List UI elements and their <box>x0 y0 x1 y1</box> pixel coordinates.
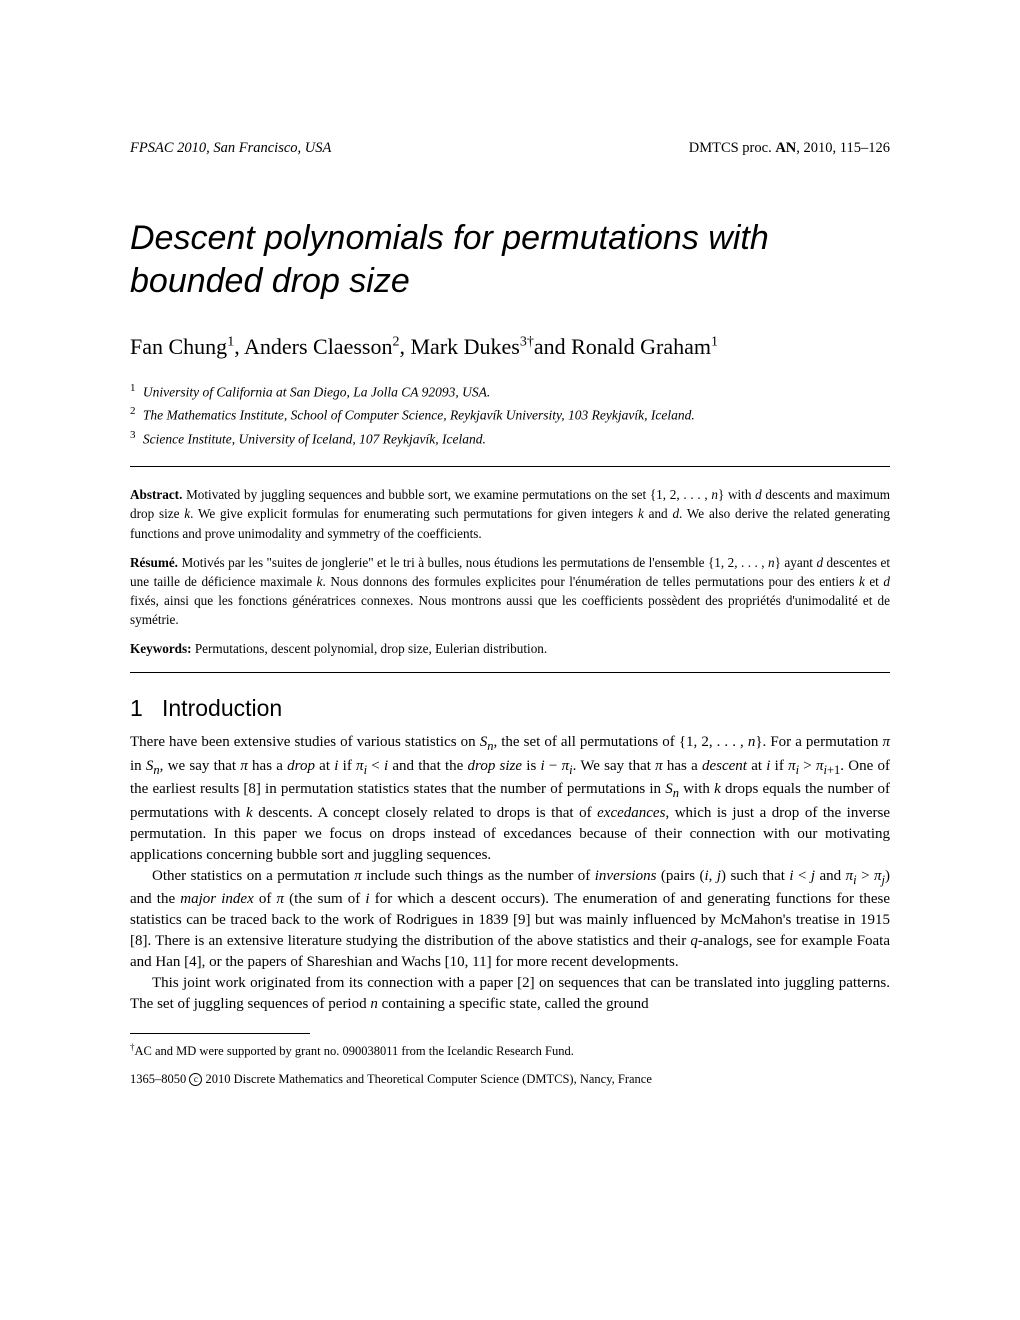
copyright-icon: c <box>189 1073 202 1086</box>
copyright-line: 1365–8050 c 2010 Discrete Mathematics an… <box>130 1072 890 1087</box>
keywords: Keywords: Permutations, descent polynomi… <box>130 639 890 658</box>
affiliation-2: 2 The Mathematics Institute, School of C… <box>130 403 890 426</box>
abstract-block: Abstract. Motivated by juggling sequence… <box>130 485 890 658</box>
para-2: Other statistics on a permutation π incl… <box>130 866 890 974</box>
footnote-rule <box>130 1033 310 1034</box>
header-venue: FPSAC 2010, San Francisco, USA <box>130 140 331 157</box>
header-proc: DMTCS proc. AN, 2010, 115–126 <box>689 140 890 157</box>
affiliation-1: 1 University of California at San Diego,… <box>130 380 890 403</box>
authors-line: Fan Chung1, Anders Claesson2, Mark Dukes… <box>130 334 890 360</box>
para-1: There have been extensive studies of var… <box>130 732 890 866</box>
footnote: †AC and MD were supported by grant no. 0… <box>130 1040 890 1061</box>
affiliation-3: 3 Science Institute, University of Icela… <box>130 427 890 450</box>
para-3: This joint work originated from its conn… <box>130 973 890 1015</box>
abstract-bottom-rule <box>130 672 890 673</box>
paper-title: Descent polynomials for permutations wit… <box>130 217 890 302</box>
abstract-fr: Résumé. Motivés par les "suites de jongl… <box>130 553 890 630</box>
abstract-en: Abstract. Motivated by juggling sequence… <box>130 485 890 542</box>
running-header: FPSAC 2010, San Francisco, USA DMTCS pro… <box>130 140 890 157</box>
section-1-heading: 1Introduction <box>130 695 890 722</box>
affiliations: 1 University of California at San Diego,… <box>130 380 890 450</box>
top-rule <box>130 466 890 467</box>
body-text: There have been extensive studies of var… <box>130 732 890 1015</box>
